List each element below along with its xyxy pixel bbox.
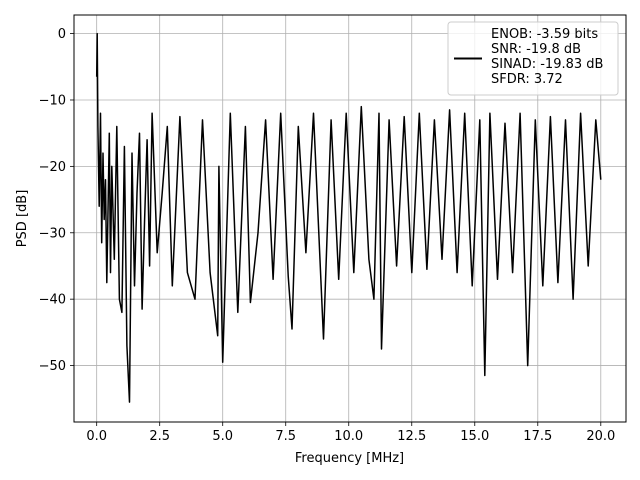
y-tick-label: 0 (58, 27, 66, 42)
legend-line-snr: SNR: -19.8 dB (491, 42, 581, 57)
legend-line-sfdr: SFDR: 3.72 (491, 72, 563, 87)
x-tick-label: 20.0 (586, 429, 615, 444)
y-tick-label: −10 (39, 93, 66, 108)
legend-box (447, 21, 619, 96)
y-tick-label: −30 (39, 226, 66, 241)
axis-ticks: 0.0 2.5 5.0 7.5 10.0 12.5 15.0 17.5 20.0 0 −10 −20 −… (39, 27, 616, 444)
x-tick-label: 0.0 (86, 429, 107, 444)
x-tick-label: 10.0 (334, 429, 363, 444)
legend-line-enob: ENOB: -3.59 bits (491, 27, 598, 42)
y-tick-label: −50 (39, 359, 66, 374)
x-tick-label: 15.0 (460, 429, 489, 444)
y-tick-label: −20 (39, 160, 66, 175)
x-tick-label: 12.5 (397, 429, 426, 444)
axes-frame (73, 14, 627, 423)
y-axis-label: PSD [dB] (15, 190, 30, 248)
legend-line-sinad: SINAD: -19.83 dB (491, 57, 603, 72)
x-axis-label: Frequency [MHz] (295, 451, 404, 466)
y-tick-label: −40 (39, 293, 66, 308)
x-tick-label: 7.5 (275, 429, 296, 444)
x-tick-label: 2.5 (149, 429, 170, 444)
psd-series-line (95, 32, 602, 403)
x-tick-label: 17.5 (523, 429, 552, 444)
legend: ENOB: -3.59 bits SNR: -19.8 dB SINAD: -1… (447, 21, 619, 96)
plot-area (95, 32, 602, 403)
x-tick-label: 5.0 (212, 429, 233, 444)
